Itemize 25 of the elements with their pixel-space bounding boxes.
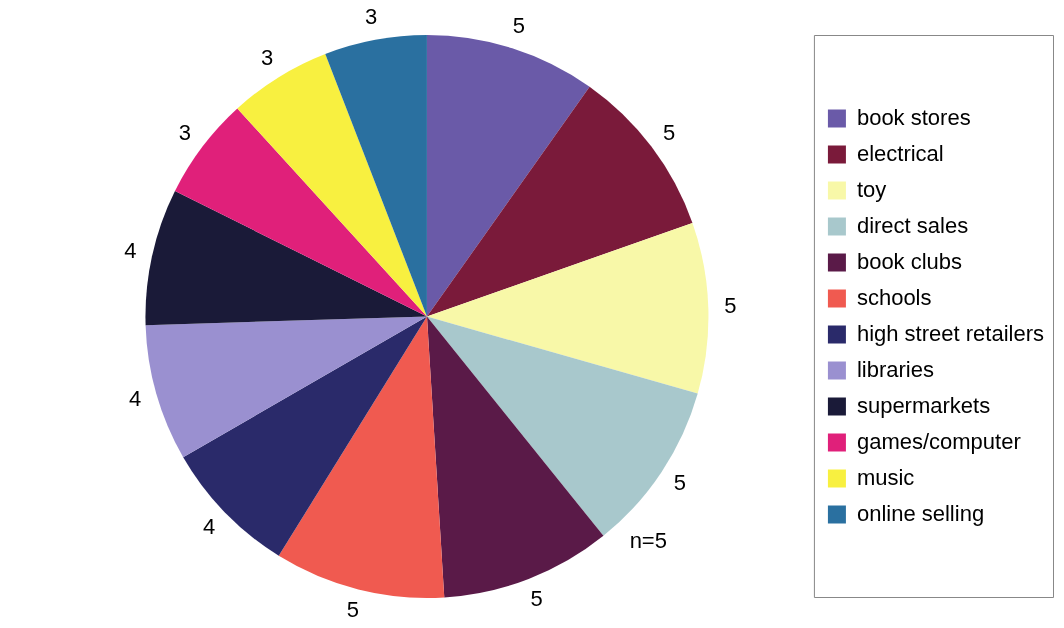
data-label: 3 — [365, 4, 378, 30]
data-label: 4 — [202, 513, 216, 539]
text: n=5 — [629, 527, 667, 553]
legend-label: book clubs — [856, 248, 963, 274]
legend-label: book stores — [856, 104, 971, 130]
data-label: 5 — [673, 470, 687, 496]
legend-label: direct sales — [856, 212, 969, 238]
data-label: 5 — [724, 293, 737, 319]
data-label: 5 — [512, 13, 526, 39]
data-label: 5 — [346, 596, 360, 622]
legend-label: games/computer — [856, 428, 1021, 454]
data-label: 5 — [530, 585, 543, 611]
legend-label: electrical — [856, 140, 944, 166]
data-label: 5 — [663, 119, 676, 145]
data-label: 3 — [178, 119, 191, 145]
legend-label: libraries — [856, 356, 934, 382]
legend-label: high street retailers — [856, 320, 1045, 346]
data-label: 3 — [261, 44, 274, 70]
data-label: 4 — [128, 385, 142, 411]
legend-label: toy — [856, 176, 887, 202]
legend-label: schools — [856, 284, 932, 310]
legend-label: supermarkets — [856, 392, 991, 418]
data-label: 4 — [124, 237, 137, 263]
legend-label: music — [856, 464, 915, 490]
legend-label: online selling — [856, 500, 985, 526]
